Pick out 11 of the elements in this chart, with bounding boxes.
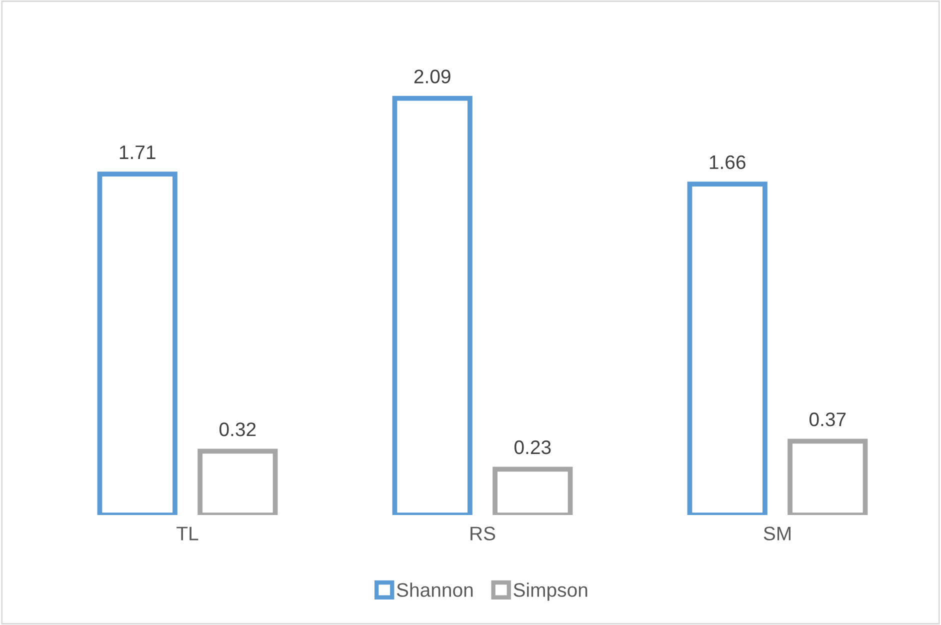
- data-label: 2.09: [414, 70, 450, 84]
- data-label: 1.71: [120, 146, 156, 159]
- data-label: 1.66: [710, 155, 746, 170]
- x-tick-label: TL: [176, 526, 198, 540]
- legend-label: Shannon: [396, 582, 473, 597]
- data-label: 0.37: [809, 412, 846, 426]
- x-tick-label: SM: [764, 526, 790, 540]
- legend-label: Simpson: [514, 582, 588, 601]
- x-tick-label: RS: [470, 526, 496, 540]
- data-label: 0.32: [219, 422, 256, 436]
- data-label: 0.23: [514, 440, 551, 454]
